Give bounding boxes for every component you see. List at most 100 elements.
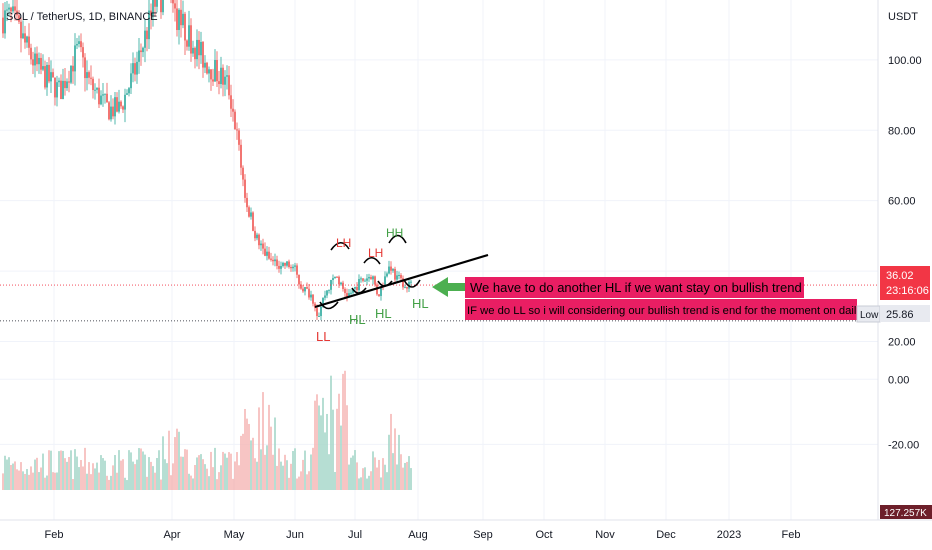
candle-body bbox=[190, 25, 192, 54]
candle-body bbox=[260, 243, 262, 246]
candle-body bbox=[146, 30, 148, 40]
candle-body bbox=[372, 276, 374, 280]
volume-bar bbox=[260, 449, 262, 490]
candle-body bbox=[188, 25, 190, 47]
time-tick-label: Nov bbox=[595, 529, 615, 541]
candle-body bbox=[402, 278, 404, 288]
volume-bar bbox=[94, 468, 96, 490]
volume-bar bbox=[58, 451, 60, 490]
candle-body bbox=[210, 69, 212, 80]
time-tick-label: Oct bbox=[535, 529, 552, 541]
candle-body bbox=[32, 59, 34, 66]
volume-bar bbox=[164, 459, 166, 490]
volume-bar bbox=[358, 478, 360, 490]
volume-bar bbox=[242, 433, 244, 490]
candle-body bbox=[338, 276, 340, 285]
volume-bar bbox=[300, 471, 302, 490]
volume-bar bbox=[210, 451, 212, 490]
candle-body bbox=[184, 13, 186, 41]
candle-body bbox=[268, 251, 270, 259]
volume-bar bbox=[282, 465, 284, 490]
volume-bar bbox=[168, 430, 170, 490]
volume-bar bbox=[310, 454, 312, 490]
candle-body bbox=[216, 60, 218, 82]
candle-body bbox=[144, 30, 146, 48]
candle-body bbox=[76, 43, 78, 46]
volume-bar bbox=[276, 465, 278, 490]
annotation-box-2[interactable] bbox=[465, 299, 857, 320]
trend-line[interactable] bbox=[314, 253, 489, 309]
volume-bar bbox=[70, 450, 72, 490]
candle-body bbox=[8, 7, 10, 10]
volume-bar bbox=[252, 437, 254, 490]
volume-bar bbox=[212, 467, 214, 490]
volume-bar bbox=[286, 460, 288, 490]
candle-body bbox=[322, 297, 324, 307]
volume-bar bbox=[308, 471, 310, 490]
candle-body bbox=[316, 308, 318, 317]
volume-bar bbox=[158, 450, 160, 490]
candle-body bbox=[100, 95, 102, 105]
volume-bar bbox=[382, 458, 384, 490]
candle-body bbox=[346, 293, 348, 297]
candle-body bbox=[364, 280, 366, 282]
volume-bar bbox=[162, 436, 164, 490]
candle-body bbox=[224, 76, 226, 85]
volume-bar bbox=[226, 457, 228, 490]
volume-bar bbox=[220, 465, 222, 490]
candle-body bbox=[370, 276, 372, 280]
volume-bar bbox=[188, 473, 190, 490]
time-tick-labels: Feb Apr May Jun Jul Aug Sep Oct Nov Dec 2023 Feb bbox=[45, 529, 801, 541]
volume-bar bbox=[156, 457, 158, 490]
candle-body bbox=[94, 89, 96, 91]
volume-bar bbox=[36, 457, 38, 490]
candle-body bbox=[320, 306, 322, 316]
volume-bar bbox=[342, 373, 344, 490]
arc-lh-2 bbox=[363, 256, 381, 265]
candle-body bbox=[62, 80, 64, 100]
candle-body bbox=[340, 282, 342, 285]
candle-body bbox=[350, 292, 352, 294]
candle-body bbox=[256, 234, 258, 239]
volume-bar bbox=[238, 465, 240, 490]
candle-body bbox=[238, 130, 240, 145]
candle-body bbox=[356, 286, 358, 291]
low-tag-label: Low bbox=[860, 310, 879, 321]
time-tick-label: May bbox=[224, 529, 245, 541]
volume-bar bbox=[336, 408, 338, 490]
candle-body bbox=[48, 64, 50, 82]
volume-bar bbox=[216, 479, 218, 490]
volume-bar bbox=[330, 375, 332, 490]
volume-bar bbox=[116, 472, 118, 490]
volume-bar bbox=[78, 467, 80, 490]
volume-bar bbox=[68, 456, 70, 490]
candle-body bbox=[30, 47, 32, 60]
candle-body bbox=[404, 286, 406, 288]
candle-body bbox=[282, 262, 284, 267]
volume-bar bbox=[56, 472, 58, 490]
volume-bar bbox=[186, 449, 188, 490]
time-tick-label: Feb bbox=[45, 529, 64, 541]
candle-body bbox=[258, 234, 260, 246]
candle-body bbox=[288, 261, 290, 267]
candle-body bbox=[348, 293, 350, 297]
candle-body bbox=[192, 47, 194, 54]
candle-body bbox=[332, 278, 334, 280]
volume-bar bbox=[128, 450, 130, 490]
volume-bar bbox=[50, 450, 52, 490]
candle-body bbox=[46, 64, 48, 88]
annotation-box-1[interactable] bbox=[465, 277, 804, 298]
volume-bar bbox=[202, 459, 204, 490]
volume-bar bbox=[166, 463, 168, 490]
candle-body bbox=[110, 106, 112, 120]
candle-body bbox=[232, 108, 234, 112]
candle-body bbox=[172, 0, 174, 4]
volume-bar bbox=[366, 478, 368, 490]
volume-bar bbox=[250, 440, 252, 490]
candle-body bbox=[294, 265, 296, 267]
volume-bar bbox=[172, 463, 174, 490]
candle-body bbox=[66, 81, 68, 89]
volume-bar bbox=[140, 448, 142, 490]
volume-bar bbox=[174, 437, 176, 490]
